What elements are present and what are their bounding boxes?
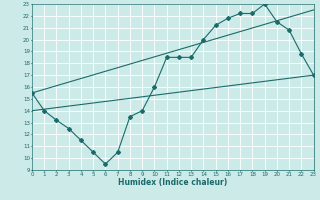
- X-axis label: Humidex (Indice chaleur): Humidex (Indice chaleur): [118, 178, 228, 187]
